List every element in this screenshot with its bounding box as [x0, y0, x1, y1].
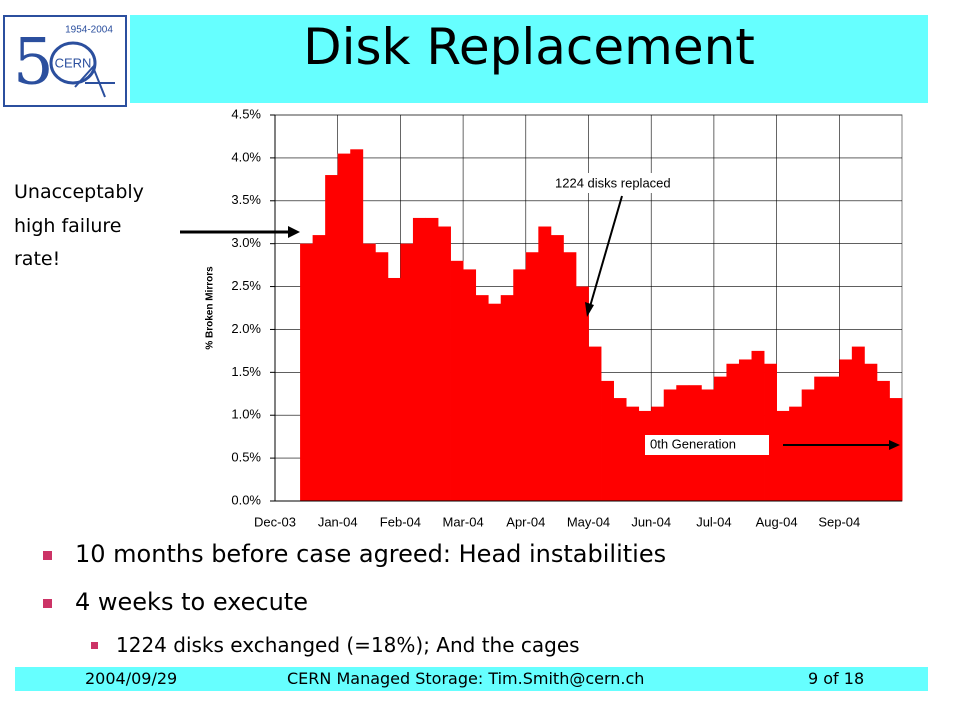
- logo-mark: [74, 65, 115, 98]
- logo-ring: [49, 41, 97, 85]
- annotation: Unacceptably high failure rate!: [14, 181, 150, 270]
- y-tick-label: 4.5%: [231, 106, 261, 121]
- y-tick-label: 1.5%: [231, 364, 261, 379]
- bar: [300, 243, 314, 501]
- chart: Unacceptably high failure rate! 0.0% 0.5%…: [14, 106, 903, 529]
- logo-art: 5 1954-2004 CERN: [13, 25, 115, 100]
- annotation: 0th Generation: [650, 436, 736, 451]
- y-tick-label: 2.0%: [231, 321, 261, 336]
- title-bar: [130, 15, 928, 103]
- bar: [513, 269, 527, 501]
- x-tick-label: Jan-04: [318, 514, 358, 529]
- x-tick-label: May-04: [567, 514, 610, 529]
- bar: [475, 295, 489, 501]
- logo-50: 5: [13, 26, 54, 100]
- y-tick-label: 3.5%: [231, 192, 261, 207]
- logo-name: CERN: [55, 55, 92, 70]
- y-tick-label: 1.0%: [231, 407, 261, 422]
- bar: [525, 252, 539, 501]
- annotation-line: Unacceptably: [14, 181, 144, 203]
- bar: [776, 410, 790, 501]
- bar: [563, 252, 577, 501]
- logo: 5 1954-2004 CERN: [3, 15, 127, 107]
- bar: [613, 398, 627, 501]
- y-tick-label: 0.0%: [231, 492, 261, 507]
- y-tick-label: 2.5%: [231, 278, 261, 293]
- x-tick-label: Dec-03: [254, 514, 296, 529]
- bar: [387, 277, 401, 501]
- arrow: [588, 195, 623, 311]
- bar: [500, 295, 514, 501]
- footer-date: 2004/09/29: [85, 669, 178, 688]
- bar: [814, 376, 828, 501]
- bar: [751, 350, 765, 501]
- bar: [463, 269, 477, 501]
- annotation-box: [645, 435, 769, 455]
- footer: 2004/09/29 CERN Managed Storage: Tim.Smi…: [15, 667, 928, 691]
- bar: [826, 376, 840, 501]
- bar: [575, 286, 589, 501]
- bullet: 4 weeks to execute: [43, 588, 308, 616]
- x-tick-label: Jun-04: [631, 514, 671, 529]
- footer-page: 9 of 18: [808, 669, 865, 688]
- bar: [738, 359, 752, 501]
- bar: [638, 410, 652, 501]
- bar: [488, 303, 502, 501]
- bar: [400, 243, 414, 501]
- bar: [350, 149, 364, 502]
- x-tick-label: Jul-04: [696, 514, 731, 529]
- x-tick-label: Feb-04: [380, 514, 421, 529]
- bar: [450, 260, 464, 501]
- annotation-line: high failure: [14, 215, 121, 237]
- bar: [764, 363, 777, 501]
- y-tick-label: 3.0%: [231, 235, 261, 250]
- bar: [876, 380, 890, 501]
- footer-center: CERN Managed Storage: Tim.Smith@cern.ch: [287, 669, 645, 688]
- x-tick-label: Aug-04: [756, 514, 798, 529]
- x-tick-label: Apr-04: [506, 514, 545, 529]
- arrowhead: [585, 302, 594, 317]
- bar: [851, 346, 865, 501]
- bullet: 10 months before case agreed: Head insta…: [42, 540, 667, 568]
- bar: [325, 175, 339, 502]
- bar: [337, 153, 351, 501]
- bar: [375, 252, 389, 501]
- bar: [538, 226, 552, 501]
- x-tick-label: Sep-04: [818, 514, 860, 529]
- bar: [889, 398, 903, 501]
- y-tick-label: 4.0%: [231, 149, 261, 164]
- bar: [726, 363, 740, 501]
- arrowhead: [889, 440, 900, 450]
- x-tick-label: Mar-04: [443, 514, 484, 529]
- slide-title: Disk Replacement: [303, 18, 755, 76]
- bar: [362, 243, 376, 501]
- bar: [601, 380, 614, 501]
- bar: [789, 406, 803, 501]
- bar: [425, 217, 439, 501]
- annotation-box: [552, 173, 712, 193]
- bar: [412, 217, 426, 501]
- y-axis-title: % Broken Mirrors: [205, 266, 216, 350]
- annotation: 1224 disks replaced: [555, 175, 671, 190]
- bar: [864, 363, 878, 501]
- bar: [588, 346, 602, 501]
- y-tick-label: 0.5%: [231, 450, 261, 465]
- annotation-line: rate!: [14, 248, 60, 270]
- bar: [839, 359, 853, 501]
- bar: [312, 235, 326, 502]
- logo-years: 1954-2004: [65, 25, 113, 36]
- bar: [438, 226, 451, 501]
- bar: [550, 235, 564, 502]
- arrowhead: [288, 226, 300, 238]
- bar: [626, 406, 640, 501]
- sub-bullet: 1224 disks exchanged (=18%); And the cag…: [91, 633, 580, 657]
